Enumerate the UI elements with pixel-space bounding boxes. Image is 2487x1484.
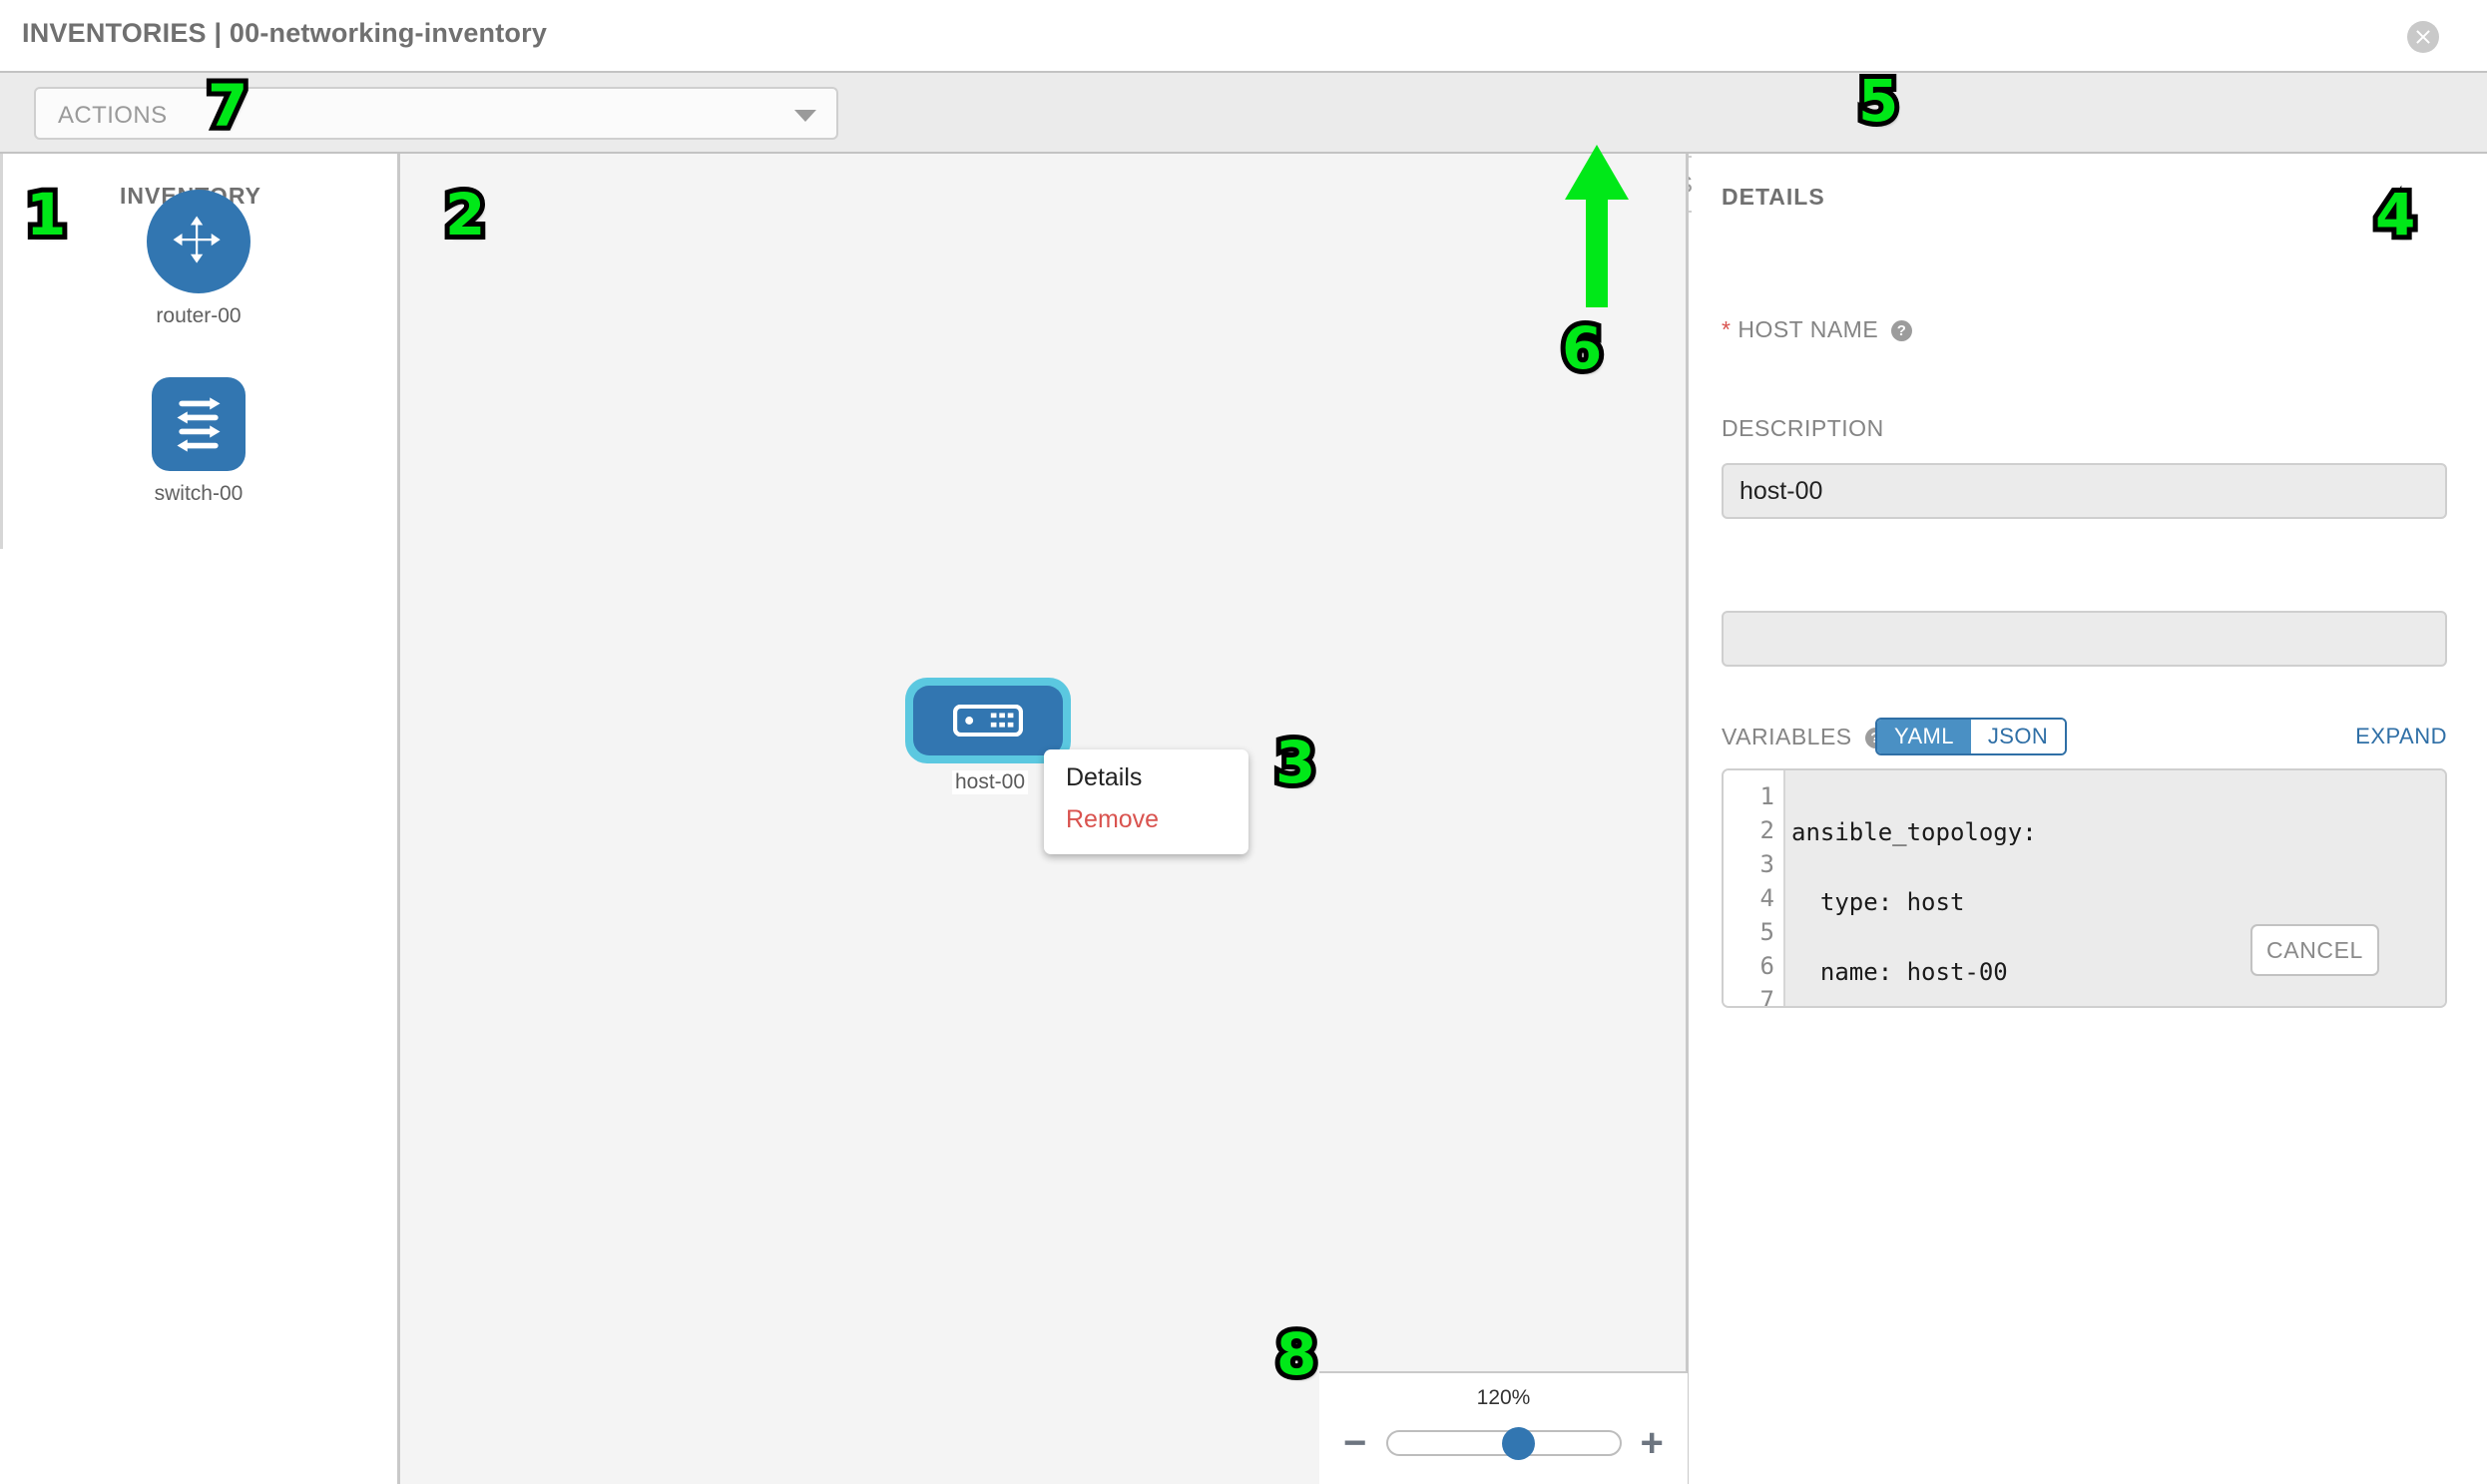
host-name-field[interactable] bbox=[1722, 463, 2447, 519]
code-line: type: host bbox=[1791, 888, 1965, 916]
page-title: INVENTORIES | 00-networking-inventory bbox=[22, 18, 548, 48]
code-gutter: 1 2 3 4 5 6 7 bbox=[1724, 770, 1785, 1006]
description-field[interactable] bbox=[1722, 611, 2447, 667]
format-json-button[interactable]: JSON bbox=[1970, 720, 2066, 753]
line-number: 4 bbox=[1759, 884, 1774, 912]
variables-format-toggle[interactable]: YAML JSON bbox=[1875, 718, 2068, 755]
zoom-out-button[interactable]: − bbox=[1343, 1421, 1367, 1465]
code-line: name: host-00 bbox=[1791, 958, 2008, 986]
variables-label: VARIABLES ? bbox=[1722, 724, 1886, 750]
details-panel-title: DETAILS bbox=[1722, 184, 1825, 210]
toolbar: ACTIONS SEARCH bbox=[0, 71, 2487, 213]
line-number: 6 bbox=[1759, 952, 1774, 980]
line-number: 1 bbox=[1759, 782, 1774, 810]
zoom-slider[interactable] bbox=[1385, 1427, 1622, 1460]
line-number: 7 bbox=[1759, 986, 1774, 1008]
close-icon[interactable] bbox=[2407, 21, 2439, 53]
context-menu-item-remove[interactable]: Remove bbox=[1066, 805, 1160, 833]
line-number: 3 bbox=[1759, 850, 1774, 878]
zoom-in-button[interactable]: + bbox=[1640, 1421, 1664, 1465]
inventory-item-label: router-00 bbox=[156, 304, 242, 327]
required-marker: * bbox=[1722, 316, 1732, 342]
cancel-button[interactable]: CANCEL bbox=[2250, 924, 2379, 976]
chevron-down-icon bbox=[794, 110, 816, 122]
router-icon[interactable] bbox=[147, 190, 250, 293]
server-icon bbox=[913, 686, 1063, 755]
line-number: 5 bbox=[1759, 918, 1774, 946]
code-line: ansible_topology: bbox=[1791, 818, 2037, 846]
expand-link[interactable]: EXPAND bbox=[2355, 724, 2447, 748]
panel-divider bbox=[0, 154, 3, 549]
canvas-node-host[interactable]: host-00 bbox=[905, 678, 1075, 794]
inventory-item-router[interactable]: router-00 bbox=[0, 190, 397, 328]
host-name-label-text: HOST NAME bbox=[1738, 316, 1879, 342]
actions-dropdown[interactable]: ACTIONS bbox=[34, 87, 838, 140]
actions-dropdown-label: ACTIONS bbox=[58, 102, 168, 129]
zoom-slider-thumb[interactable] bbox=[1501, 1427, 1535, 1460]
variables-label-text: VARIABLES bbox=[1722, 724, 1852, 749]
line-number: 2 bbox=[1759, 816, 1774, 844]
details-panel: DETAILS * HOST NAME ? DESCRIPTION VARIAB… bbox=[1692, 154, 2487, 1484]
inventory-item-switch[interactable]: switch-00 bbox=[0, 377, 397, 506]
inventory-panel: INVENTORY router-00 bbox=[0, 154, 397, 1484]
inventory-item-label: switch-00 bbox=[154, 482, 244, 505]
canvas-node-label: host-00 bbox=[951, 770, 1029, 794]
node-selection-halo[interactable] bbox=[905, 678, 1071, 763]
title-bar: INVENTORIES | 00-networking-inventory bbox=[0, 0, 2487, 71]
zoom-percent-label: 120% bbox=[1476, 1386, 1531, 1409]
variables-row: VARIABLES ? YAML JSON EXPAND bbox=[1722, 718, 2447, 755]
context-menu-item-details[interactable]: Details bbox=[1066, 763, 1143, 791]
topology-canvas[interactable]: host-00 Details Remove bbox=[397, 154, 1689, 1484]
format-yaml-button[interactable]: YAML bbox=[1877, 720, 1971, 753]
switch-icon[interactable] bbox=[152, 377, 246, 471]
description-label: DESCRIPTION bbox=[1722, 415, 1884, 441]
host-name-label: * HOST NAME ? bbox=[1722, 316, 1913, 343]
zoom-control: 120% − + bbox=[1319, 1371, 1688, 1484]
question-circle-icon[interactable]: ? bbox=[1891, 320, 1913, 341]
node-context-menu[interactable]: Details Remove bbox=[1044, 749, 1248, 854]
